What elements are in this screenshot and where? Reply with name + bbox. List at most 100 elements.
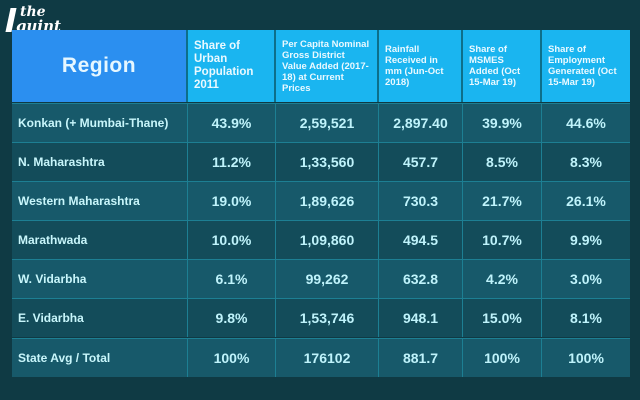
cell-value: 730.3 — [402, 193, 439, 209]
header-urban-share: Share of Urban Population 2011 — [188, 30, 276, 102]
value-cell: 2,897.40 — [379, 103, 463, 142]
cell-value: 1,09,860 — [299, 232, 355, 248]
value-cell: 15.0% — [463, 298, 542, 337]
value-cell: 39.9% — [463, 103, 542, 142]
value-cell: 6.1% — [188, 259, 276, 298]
value-cell: 100% — [542, 338, 630, 377]
cell-value: 881.7 — [402, 350, 439, 366]
header-urban-share-label: Share of Urban Population 2011 — [194, 40, 254, 91]
cell-value: 8.3% — [570, 154, 602, 170]
value-cell: 21.7% — [463, 181, 542, 220]
value-cell: 1,09,860 — [276, 220, 379, 259]
cell-value: 21.7% — [482, 193, 522, 209]
value-cell: 3.0% — [542, 259, 630, 298]
cell-value: 2,59,521 — [299, 115, 355, 131]
cell-value: 3.0% — [570, 271, 602, 287]
value-cell: 881.7 — [379, 338, 463, 377]
region-name: W. Vidarbha — [18, 272, 87, 286]
region-cell: Konkan (+ Mumbai-Thane) — [12, 103, 188, 142]
logo-word-the: the — [20, 4, 46, 20]
cell-value: 39.9% — [482, 115, 522, 131]
cell-value: 1,89,626 — [299, 193, 355, 209]
value-cell: 9.9% — [542, 220, 630, 259]
value-cell: 44.6% — [542, 103, 630, 142]
header-msme-share: Share of MSMES Added (Oct 15-Mar 19) — [463, 30, 542, 102]
value-cell: 8.1% — [542, 298, 630, 337]
cell-value: 26.1% — [566, 193, 606, 209]
value-cell: 1,89,626 — [276, 181, 379, 220]
value-cell: 100% — [188, 338, 276, 377]
cell-value: 9.8% — [215, 310, 248, 326]
table-row: E. Vidarbha 9.8% 1,53,746 948.1 15.0% 8.1% — [12, 298, 630, 337]
value-cell: 10.0% — [188, 220, 276, 259]
logo-mark — [5, 8, 17, 32]
region-name: Konkan (+ Mumbai-Thane) — [18, 116, 169, 130]
value-cell: 2,59,521 — [276, 103, 379, 142]
cell-value: 6.1% — [215, 271, 248, 287]
cell-value: 4.2% — [486, 271, 518, 287]
header-employment-share-label: Share of Employment Generated (Oct 15-Ma… — [548, 44, 617, 88]
value-cell: 457.7 — [379, 142, 463, 181]
table-row: Western Maharashtra 19.0% 1,89,626 730.3 21.… — [12, 181, 630, 220]
cell-value: 100% — [213, 350, 250, 366]
header-region: Region — [12, 30, 188, 102]
value-cell: 10.7% — [463, 220, 542, 259]
table-header-row: Region Share of Urban Population 2011 Pe… — [12, 30, 630, 102]
region-name: Marathwada — [18, 233, 88, 247]
cell-value: 10.0% — [211, 232, 252, 248]
region-cell: Western Maharashtra — [12, 181, 188, 220]
region-cell: Marathwada — [12, 220, 188, 259]
header-msme-share-label: Share of MSMES Added (Oct 15-Mar 19) — [469, 44, 521, 88]
cell-value: 457.7 — [402, 154, 439, 170]
value-cell: 948.1 — [379, 298, 463, 337]
region-name: Western Maharashtra — [18, 194, 140, 208]
value-cell: 1,53,746 — [276, 298, 379, 337]
cell-value: 100% — [484, 350, 520, 366]
value-cell: 99,262 — [276, 259, 379, 298]
region-cell: State Avg / Total — [12, 338, 188, 377]
value-cell: 11.2% — [188, 142, 276, 181]
value-cell: 100% — [463, 338, 542, 377]
cell-value: 1,33,560 — [299, 154, 355, 170]
value-cell: 43.9% — [188, 103, 276, 142]
region-name: E. Vidarbha — [18, 311, 84, 325]
value-cell: 176102 — [276, 338, 379, 377]
cell-value: 948.1 — [402, 310, 439, 326]
region-cell: E. Vidarbha — [12, 298, 188, 337]
value-cell: 8.3% — [542, 142, 630, 181]
cell-value: 176102 — [303, 350, 351, 366]
cell-value: 11.2% — [212, 154, 251, 170]
the-quint-logo: the quint — [5, 4, 61, 38]
cell-value: 494.5 — [402, 232, 439, 248]
value-cell: 632.8 — [379, 259, 463, 298]
table-row: State Avg / Total 100% 176102 881.7 100% 100% — [12, 338, 630, 377]
value-cell: 1,33,560 — [276, 142, 379, 181]
cell-value: 9.9% — [570, 232, 602, 248]
cell-value: 8.1% — [570, 310, 602, 326]
region-cell: N. Maharashtra — [12, 142, 188, 181]
data-table: Region Share of Urban Population 2011 Pe… — [12, 30, 630, 388]
cell-value: 15.0% — [482, 310, 522, 326]
value-cell: 494.5 — [379, 220, 463, 259]
cell-value: 10.7% — [482, 232, 522, 248]
logo-word-quint: quint — [16, 17, 61, 35]
region-cell: W. Vidarbha — [12, 259, 188, 298]
cell-value: 43.9% — [211, 115, 252, 131]
cell-value: 1,53,746 — [299, 310, 355, 326]
cell-value: 632.8 — [402, 271, 439, 287]
header-gdva-label: Per Capita Nominal Gross District Value … — [282, 38, 370, 94]
cell-value: 8.5% — [486, 154, 518, 170]
value-cell: 8.5% — [463, 142, 542, 181]
header-rainfall-label: Rainfall Received in mm (Jun-Oct 2018) — [385, 44, 444, 88]
value-cell: 26.1% — [542, 181, 630, 220]
value-cell: 4.2% — [463, 259, 542, 298]
region-name: N. Maharashtra — [18, 155, 105, 169]
header-rainfall: Rainfall Received in mm (Jun-Oct 2018) — [379, 30, 463, 102]
table-row: Marathwada 10.0% 1,09,860 494.5 10.7% 9.9% — [12, 220, 630, 259]
cell-value: 99,262 — [305, 271, 349, 287]
table-row: N. Maharashtra 11.2% 1,33,560 457.7 8.5% 8.3% — [12, 142, 630, 181]
cell-value: 100% — [568, 350, 604, 366]
header-region-label: Region — [61, 54, 137, 77]
value-cell: 9.8% — [188, 298, 276, 337]
table-row: Konkan (+ Mumbai-Thane) 43.9% 2,59,521 2,89… — [12, 103, 630, 142]
